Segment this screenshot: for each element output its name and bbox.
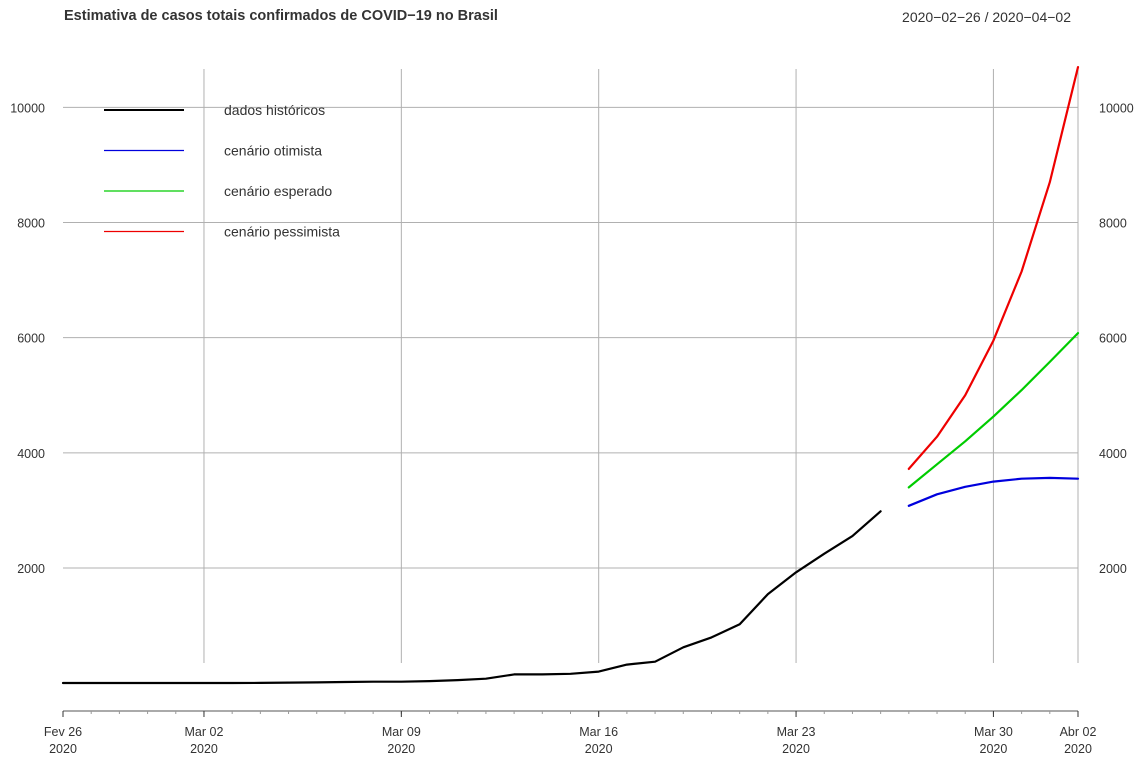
x-tick-label: Mar 02: [185, 725, 224, 739]
chart-axes: 2000 2000 4000 4000 6000 6000 8000 8000 10000 100…: [10, 101, 1134, 756]
x-tick-year-label: 2020: [782, 742, 810, 756]
x-tick-year-label: 2020: [387, 742, 415, 756]
legend-label: cenário otimista: [224, 143, 322, 159]
y-tick-label-left: 2000: [17, 562, 45, 576]
y-tick-label-right: 8000: [1099, 217, 1127, 231]
legend-label: dados históricos: [224, 102, 325, 118]
x-tick-label: Mar 30: [974, 725, 1013, 739]
legend-label: cenário esperado: [224, 183, 332, 199]
y-tick-label-right: 10000: [1099, 101, 1134, 115]
y-tick-label-left: 4000: [17, 447, 45, 461]
chart-legend: dados históricos cenário otimista cenário …: [104, 102, 340, 240]
y-tick-label-right: 2000: [1099, 562, 1127, 576]
x-tick-label: Abr 02: [1060, 725, 1097, 739]
x-tick-label: Mar 09: [382, 725, 421, 739]
x-tick-year-label: 2020: [980, 742, 1008, 756]
x-tick-year-label: 2020: [49, 742, 77, 756]
x-tick-year-label: 2020: [1064, 742, 1092, 756]
series-line-dados-historicos: [61, 510, 882, 685]
chart-series: [61, 65, 1080, 685]
y-tick-label-left: 6000: [17, 332, 45, 346]
legend-label: cenário pessimista: [224, 224, 340, 240]
chart-title: Estimativa de casos totais confirmados d…: [64, 8, 498, 24]
x-tick-year-label: 2020: [585, 742, 613, 756]
series-line-cenario-esperado: [907, 332, 1080, 489]
date-range-label: 2020−02−26 / 2020−04−02: [902, 9, 1071, 25]
chart-grid: [63, 69, 1079, 663]
x-tick-year-label: 2020: [190, 742, 218, 756]
x-tick-label: Fev 26: [44, 725, 82, 739]
y-tick-label-right: 6000: [1099, 332, 1127, 346]
x-tick-label: Mar 16: [579, 725, 618, 739]
y-tick-label-left: 10000: [10, 101, 45, 115]
x-tick-label: Mar 23: [777, 725, 816, 739]
y-tick-label-left: 8000: [17, 217, 45, 231]
y-tick-label-right: 4000: [1099, 447, 1127, 461]
series-line-cenario-otimista: [907, 476, 1080, 507]
series-line-cenario-pessimista: [907, 65, 1080, 470]
